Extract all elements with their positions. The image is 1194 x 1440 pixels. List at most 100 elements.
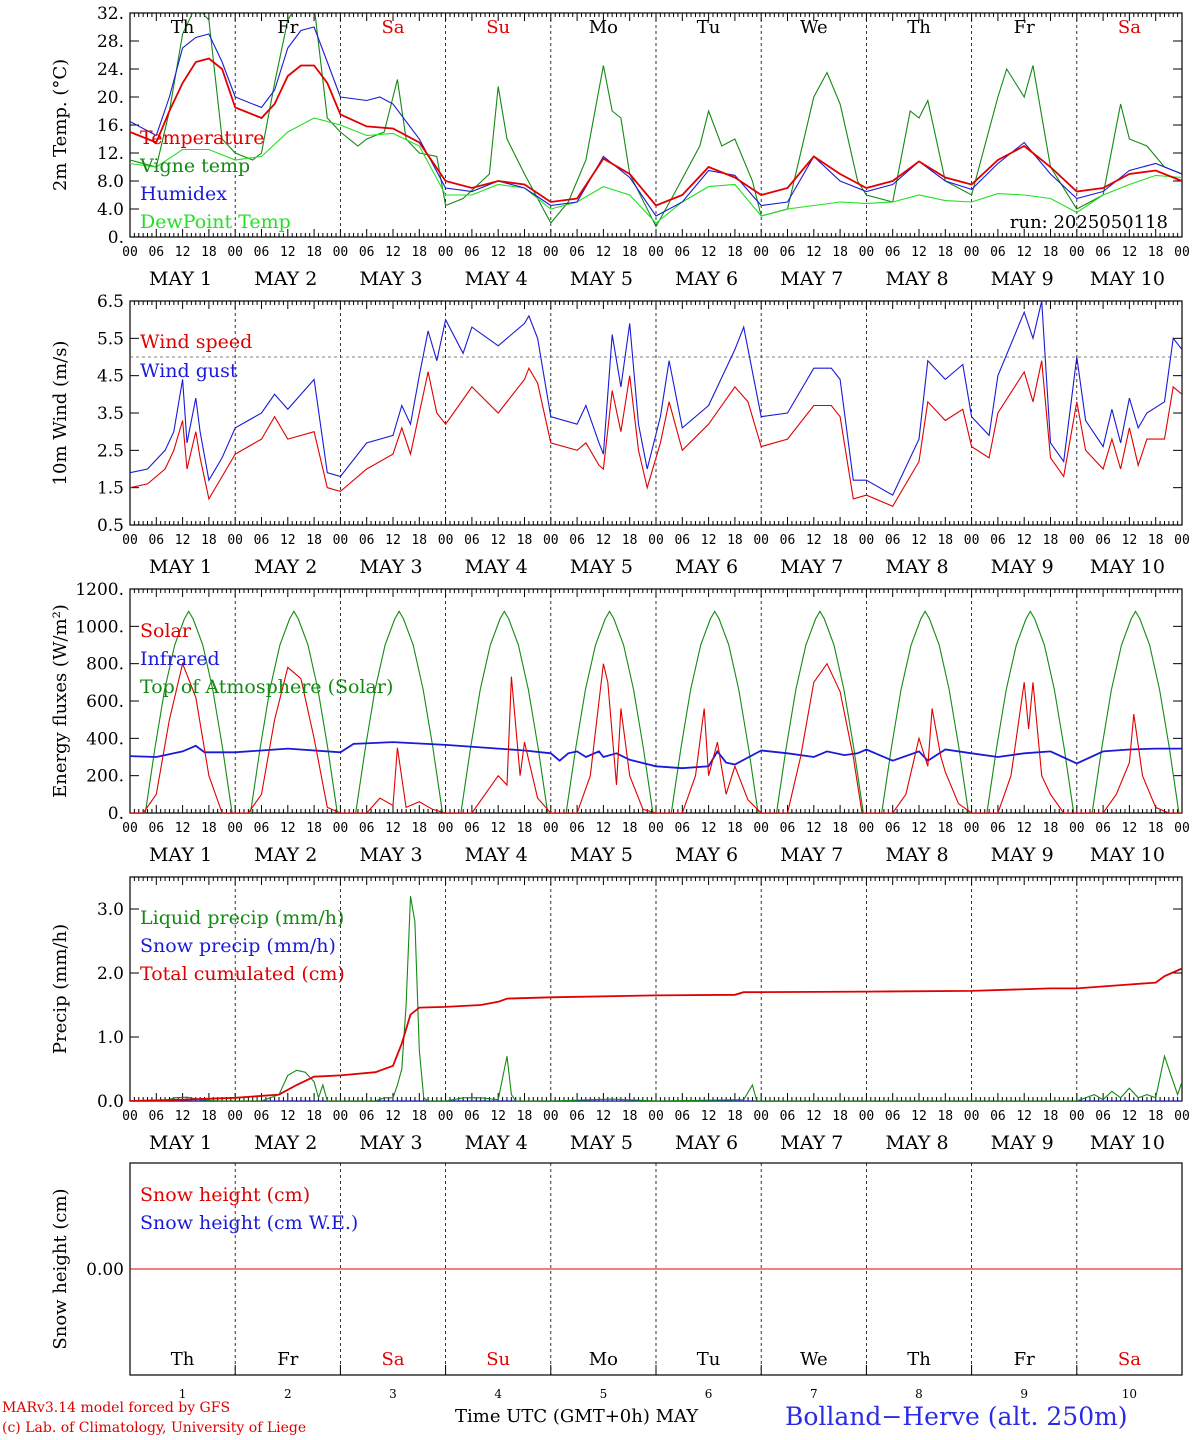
series-line-total-cumulated-cm- xyxy=(130,967,1182,1101)
hour-label: 06 xyxy=(464,821,480,836)
date-label: MAY 8 xyxy=(885,556,948,578)
hour-label: 06 xyxy=(780,821,796,836)
hour-label: 12 xyxy=(385,245,401,260)
hour-label: 18 xyxy=(201,821,217,836)
y-tick-label: 1200. xyxy=(75,580,124,600)
date-label: MAY 7 xyxy=(780,844,843,866)
hour-label: 00 xyxy=(543,1109,559,1124)
hour-label: 00 xyxy=(753,821,769,836)
date-label: MAY 5 xyxy=(570,1132,633,1154)
hour-label: 06 xyxy=(780,1109,796,1124)
hour-label: 18 xyxy=(411,533,427,548)
hour-label: 12 xyxy=(911,1109,927,1124)
day-name: Tu xyxy=(697,1349,721,1370)
day-name: Su xyxy=(486,1349,510,1370)
hour-label: 06 xyxy=(885,245,901,260)
date-label: MAY 5 xyxy=(570,268,633,290)
y-tick-label: 0.5 xyxy=(97,516,124,536)
day-name: Fr xyxy=(277,1349,298,1370)
y-tick-label: 1.5 xyxy=(97,479,124,499)
hour-label: 18 xyxy=(937,1109,953,1124)
hour-label: 00 xyxy=(753,533,769,548)
day-number: 4 xyxy=(494,1387,502,1401)
legend-entry: DewPoint Temp xyxy=(140,211,291,233)
hour-label: 12 xyxy=(596,245,612,260)
hour-label: 18 xyxy=(937,821,953,836)
date-label: MAY 5 xyxy=(570,556,633,578)
hour-label: 00 xyxy=(859,245,875,260)
hour-label: 18 xyxy=(517,245,533,260)
hour-label: 06 xyxy=(780,533,796,548)
hour-label: 06 xyxy=(674,821,690,836)
hour-label: 18 xyxy=(1148,1109,1164,1124)
series-line-dewpoint-temp xyxy=(130,117,1182,224)
panel-temperature: 0. 4.0 8.0 12. 16. 20. 24. 28. 32. 2m Temp. (°C) T… xyxy=(50,4,1190,290)
hour-label: 00 xyxy=(333,245,349,260)
y-axis-label: Precip (mm/h) xyxy=(50,924,71,1054)
panel-precip: 0.0 1.0 2.0 3.0 Precip (mm/h) Liquid precip (… xyxy=(50,876,1190,1154)
hour-label: 06 xyxy=(885,533,901,548)
hour-label: 12 xyxy=(175,1109,191,1124)
day-name: Fr xyxy=(1014,1349,1035,1370)
date-label: MAY 9 xyxy=(991,844,1054,866)
hour-label: 00 xyxy=(1069,1109,1085,1124)
date-label: MAY 2 xyxy=(254,1132,317,1154)
panel-snow: 0.00 Snow height (cm) Snow height (cm) Snow… xyxy=(50,1162,1183,1401)
y-tick-label: 4.0 xyxy=(97,200,124,220)
model-credit: MARv3.14 model forced by GFS xyxy=(2,1400,231,1416)
day-number: 7 xyxy=(810,1387,818,1401)
hour-label: 12 xyxy=(1016,1109,1032,1124)
legend-entry: Snow height (cm) xyxy=(140,1184,310,1206)
day-number: 9 xyxy=(1020,1387,1028,1401)
hour-label: 06 xyxy=(885,1109,901,1124)
series-line-wind-speed xyxy=(130,360,1182,507)
day-name: Th xyxy=(171,1349,195,1370)
legend-entry: Top of Atmosphere (Solar) xyxy=(140,676,393,698)
hour-label: 18 xyxy=(622,821,638,836)
date-label: MAY 10 xyxy=(1090,556,1165,578)
date-label: MAY 8 xyxy=(885,1132,948,1154)
hour-label: 12 xyxy=(385,1109,401,1124)
date-label: MAY 3 xyxy=(359,844,422,866)
hour-label: 12 xyxy=(701,245,717,260)
hour-label: 00 xyxy=(648,245,664,260)
hour-label: 00 xyxy=(333,533,349,548)
hour-label: 00 xyxy=(227,245,243,260)
day-name: Fr xyxy=(1014,17,1035,38)
series-line-humidex xyxy=(130,26,1182,217)
hour-label: 12 xyxy=(385,533,401,548)
hour-label: 00 xyxy=(122,1109,138,1124)
y-tick-label: 12. xyxy=(97,144,124,164)
hour-label: 00 xyxy=(333,1109,349,1124)
y-tick-label: 2.5 xyxy=(97,441,124,461)
hour-label: 00 xyxy=(333,821,349,836)
hour-label: 06 xyxy=(780,245,796,260)
date-label: MAY 7 xyxy=(780,1132,843,1154)
hour-label: 00 xyxy=(438,1109,454,1124)
hour-label: 12 xyxy=(280,1109,296,1124)
legend-entry: Temperature xyxy=(140,127,264,149)
day-number: 6 xyxy=(705,1387,713,1401)
day-number: 3 xyxy=(389,1387,397,1401)
day-number: 8 xyxy=(915,1387,923,1401)
y-tick-label: 6.5 xyxy=(97,292,124,312)
day-name: Sa xyxy=(1118,1349,1141,1370)
date-label: MAY 6 xyxy=(675,1132,738,1154)
hour-label: 06 xyxy=(254,245,270,260)
series-line-vigne-temp xyxy=(130,13,1182,228)
legend-entry: Vigne temp xyxy=(139,155,250,177)
date-label: MAY 9 xyxy=(991,1132,1054,1154)
hour-label: 06 xyxy=(1095,533,1111,548)
hour-label: 00 xyxy=(648,821,664,836)
series-line-top-of-atmosphere-solar- xyxy=(144,610,1180,813)
hour-label: 00 xyxy=(1069,533,1085,548)
legend-entry: Solar xyxy=(140,620,192,642)
hour-label: 18 xyxy=(306,533,322,548)
hour-label: 18 xyxy=(517,1109,533,1124)
y-tick-label: 3.0 xyxy=(97,900,124,920)
hour-label: 00 xyxy=(122,821,138,836)
y-axis-label: 2m Temp. (°C) xyxy=(50,59,71,191)
hour-label: 00 xyxy=(438,821,454,836)
panel-wind: 0.5 1.5 2.5 3.5 4.5 5.5 6.5 10m Wind (m/s) Wind … xyxy=(50,292,1190,578)
hour-label: 06 xyxy=(569,533,585,548)
